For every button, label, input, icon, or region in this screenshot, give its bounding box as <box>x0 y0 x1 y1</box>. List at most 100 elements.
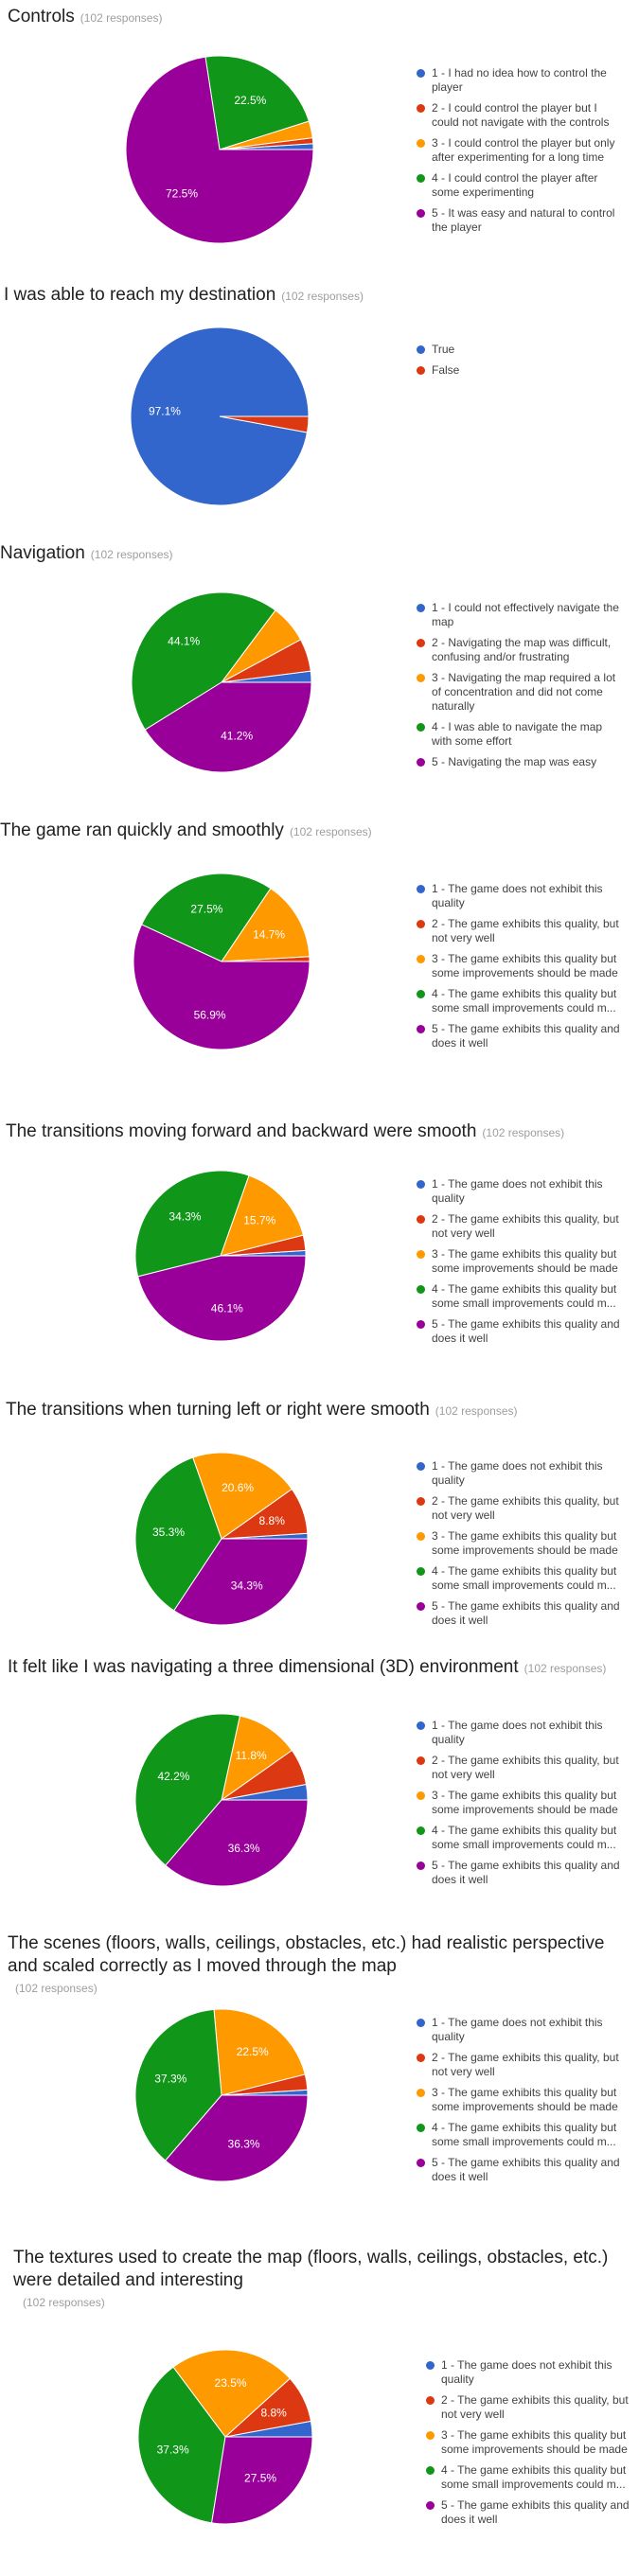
legend-swatch <box>417 1497 425 1506</box>
legend-swatch <box>417 920 425 928</box>
legend-swatch <box>417 2054 425 2062</box>
slice-data-label: 42.2% <box>157 1770 189 1783</box>
legend-label: 2 - The game exhibits this quality, but … <box>432 917 619 944</box>
chart-legend: 1 - The game does not exhibit this quali… <box>417 1719 620 1894</box>
pie-slice <box>213 2008 306 2096</box>
pie-chart: 11.8% 42.2% 36.3% <box>134 1713 309 1887</box>
legend-swatch <box>417 955 425 963</box>
pie-slice <box>137 1255 307 1342</box>
legend-item: 5 - The game exhibits this quality and d… <box>426 2498 630 2527</box>
pie-slice <box>219 415 310 433</box>
legend-item: 3 - The game exhibits this quality but s… <box>417 1789 620 1817</box>
legend-label: 5 - It was easy and natural to control t… <box>432 206 615 234</box>
legend-swatch <box>426 2466 435 2475</box>
question-block-left-right: The transitions when turning left or rig… <box>0 1391 639 1675</box>
slice-data-label: 14.7% <box>253 927 285 941</box>
legend-item: 2 - The game exhibits this quality, but … <box>417 1212 620 1241</box>
pie-slice <box>221 1715 293 1802</box>
legend-item: 1 - The game does not exhibit this quali… <box>426 2358 630 2387</box>
chart-legend: 1 - I had no idea how to control the pla… <box>417 66 620 241</box>
slice-data-label: 44.1% <box>168 635 200 648</box>
legend-swatch <box>417 104 425 113</box>
legend-swatch <box>426 2501 435 2510</box>
slice-data-label: 41.2% <box>221 730 253 743</box>
slice-data-label: 35.3% <box>152 1526 185 1539</box>
legend-label: 3 - The game exhibits this quality but s… <box>432 2086 618 2113</box>
legend-swatch <box>417 758 425 767</box>
legend-label: 4 - The game exhibits this quality but s… <box>432 2121 617 2148</box>
chart-legend: 1 - The game does not exhibit this quali… <box>417 882 620 1057</box>
legend-item: 4 - The game exhibits this quality but s… <box>417 1282 620 1311</box>
legend-label: 5 - Navigating the map was easy <box>432 755 597 768</box>
legend-label: True <box>432 343 455 356</box>
legend-label: 2 - The game exhibits this quality, but … <box>432 2051 619 2078</box>
legend-label: 3 - The game exhibits this quality but s… <box>432 1789 618 1816</box>
legend-item: 3 - The game exhibits this quality but s… <box>417 1529 620 1558</box>
legend-swatch <box>426 2431 435 2440</box>
legend-item: 1 - I had no idea how to control the pla… <box>417 66 620 95</box>
slice-data-label: 23.5% <box>215 2376 247 2390</box>
slice-data-label: 36.3% <box>228 1842 260 1855</box>
legend-label: 1 - I could not effectively navigate the… <box>432 601 619 628</box>
legend-item: 4 - The game exhibits this quality but s… <box>417 987 620 1015</box>
pie-slice <box>134 1456 222 1612</box>
legend-label: 2 - Navigating the map was difficult, co… <box>432 636 612 663</box>
legend-item: 4 - I could control the player after som… <box>417 171 620 200</box>
legend-swatch <box>417 1826 425 1835</box>
legend-swatch <box>417 2019 425 2027</box>
question-title: Controls (102 responses) <box>8 7 163 26</box>
question-title: The textures used to create the map (flo… <box>13 2248 609 2290</box>
pie-slice <box>204 55 310 150</box>
response-count: (102 responses) <box>482 1126 565 1139</box>
legend-item: 2 - The game exhibits this quality, but … <box>417 917 620 945</box>
pie-slice <box>134 1170 250 1278</box>
legend-label: 4 - The game exhibits this quality but s… <box>432 1282 617 1310</box>
question-title: It felt like I was navigating a three di… <box>8 1657 607 1677</box>
legend-item: 2 - I could control the player but I cou… <box>417 101 620 130</box>
response-count: (102 responses) <box>15 1982 98 1995</box>
slice-data-label: 8.8% <box>259 1514 286 1527</box>
slice-data-label: 46.1% <box>211 1301 243 1314</box>
legend-item: 1 - I could not effectively navigate the… <box>417 601 620 629</box>
legend-swatch <box>426 2361 435 2370</box>
slice-data-label: 72.5% <box>166 187 198 201</box>
legend-item: 5 - The game exhibits this quality and d… <box>417 1022 620 1050</box>
slice-data-label: 27.5% <box>190 902 222 915</box>
legend-swatch <box>417 209 425 218</box>
legend-item: True <box>417 343 620 357</box>
pie-slice <box>172 2349 291 2438</box>
legend-swatch <box>417 990 425 998</box>
legend-label: 5 - The game exhibits this quality and d… <box>432 2156 620 2183</box>
legend-swatch <box>417 2089 425 2097</box>
question-title: Navigation (102 responses) <box>0 543 173 563</box>
response-count: (102 responses) <box>289 825 372 838</box>
legend-swatch <box>417 2124 425 2132</box>
legend-swatch <box>417 1180 425 1189</box>
legend-label: 4 - The game exhibits this quality but s… <box>432 987 617 1015</box>
legend-label: 5 - The game exhibits this quality and d… <box>432 1022 620 1050</box>
slice-data-label: 37.3% <box>157 2444 189 2457</box>
question-block-forward-backward: The transitions moving forward and backw… <box>0 1113 639 1397</box>
legend-label: 1 - The game does not exhibit this quali… <box>432 1719 603 1746</box>
legend-swatch <box>417 674 425 682</box>
legend-item: 4 - The game exhibits this quality but s… <box>426 2463 630 2492</box>
legend-item: 5 - It was easy and natural to control t… <box>417 206 620 235</box>
legend-label: 3 - Navigating the map required a lot of… <box>432 671 616 713</box>
legend-swatch <box>417 1532 425 1541</box>
legend-swatch <box>417 639 425 647</box>
legend-label: 2 - I could control the player but I cou… <box>432 101 610 129</box>
chart-legend: 1 - The game does not exhibit this quali… <box>426 2358 630 2533</box>
question-title: The scenes (floors, walls, ceilings, obs… <box>8 1933 605 1976</box>
pie-slice <box>134 2008 222 2161</box>
legend-item: 3 - The game exhibits this quality but s… <box>417 1247 620 1276</box>
legend-label: 5 - The game exhibits this quality and d… <box>432 1859 620 1886</box>
legend-swatch <box>417 174 425 183</box>
question-title: The transitions moving forward and backw… <box>6 1121 565 1141</box>
pie-slice <box>134 1713 241 1866</box>
response-count: (102 responses) <box>90 548 173 561</box>
legend-swatch <box>417 1602 425 1611</box>
slice-data-label: 97.1% <box>149 405 181 418</box>
legend-swatch <box>417 885 425 893</box>
legend-item: 3 - I could control the player but only … <box>417 136 620 165</box>
legend-swatch <box>417 1462 425 1471</box>
